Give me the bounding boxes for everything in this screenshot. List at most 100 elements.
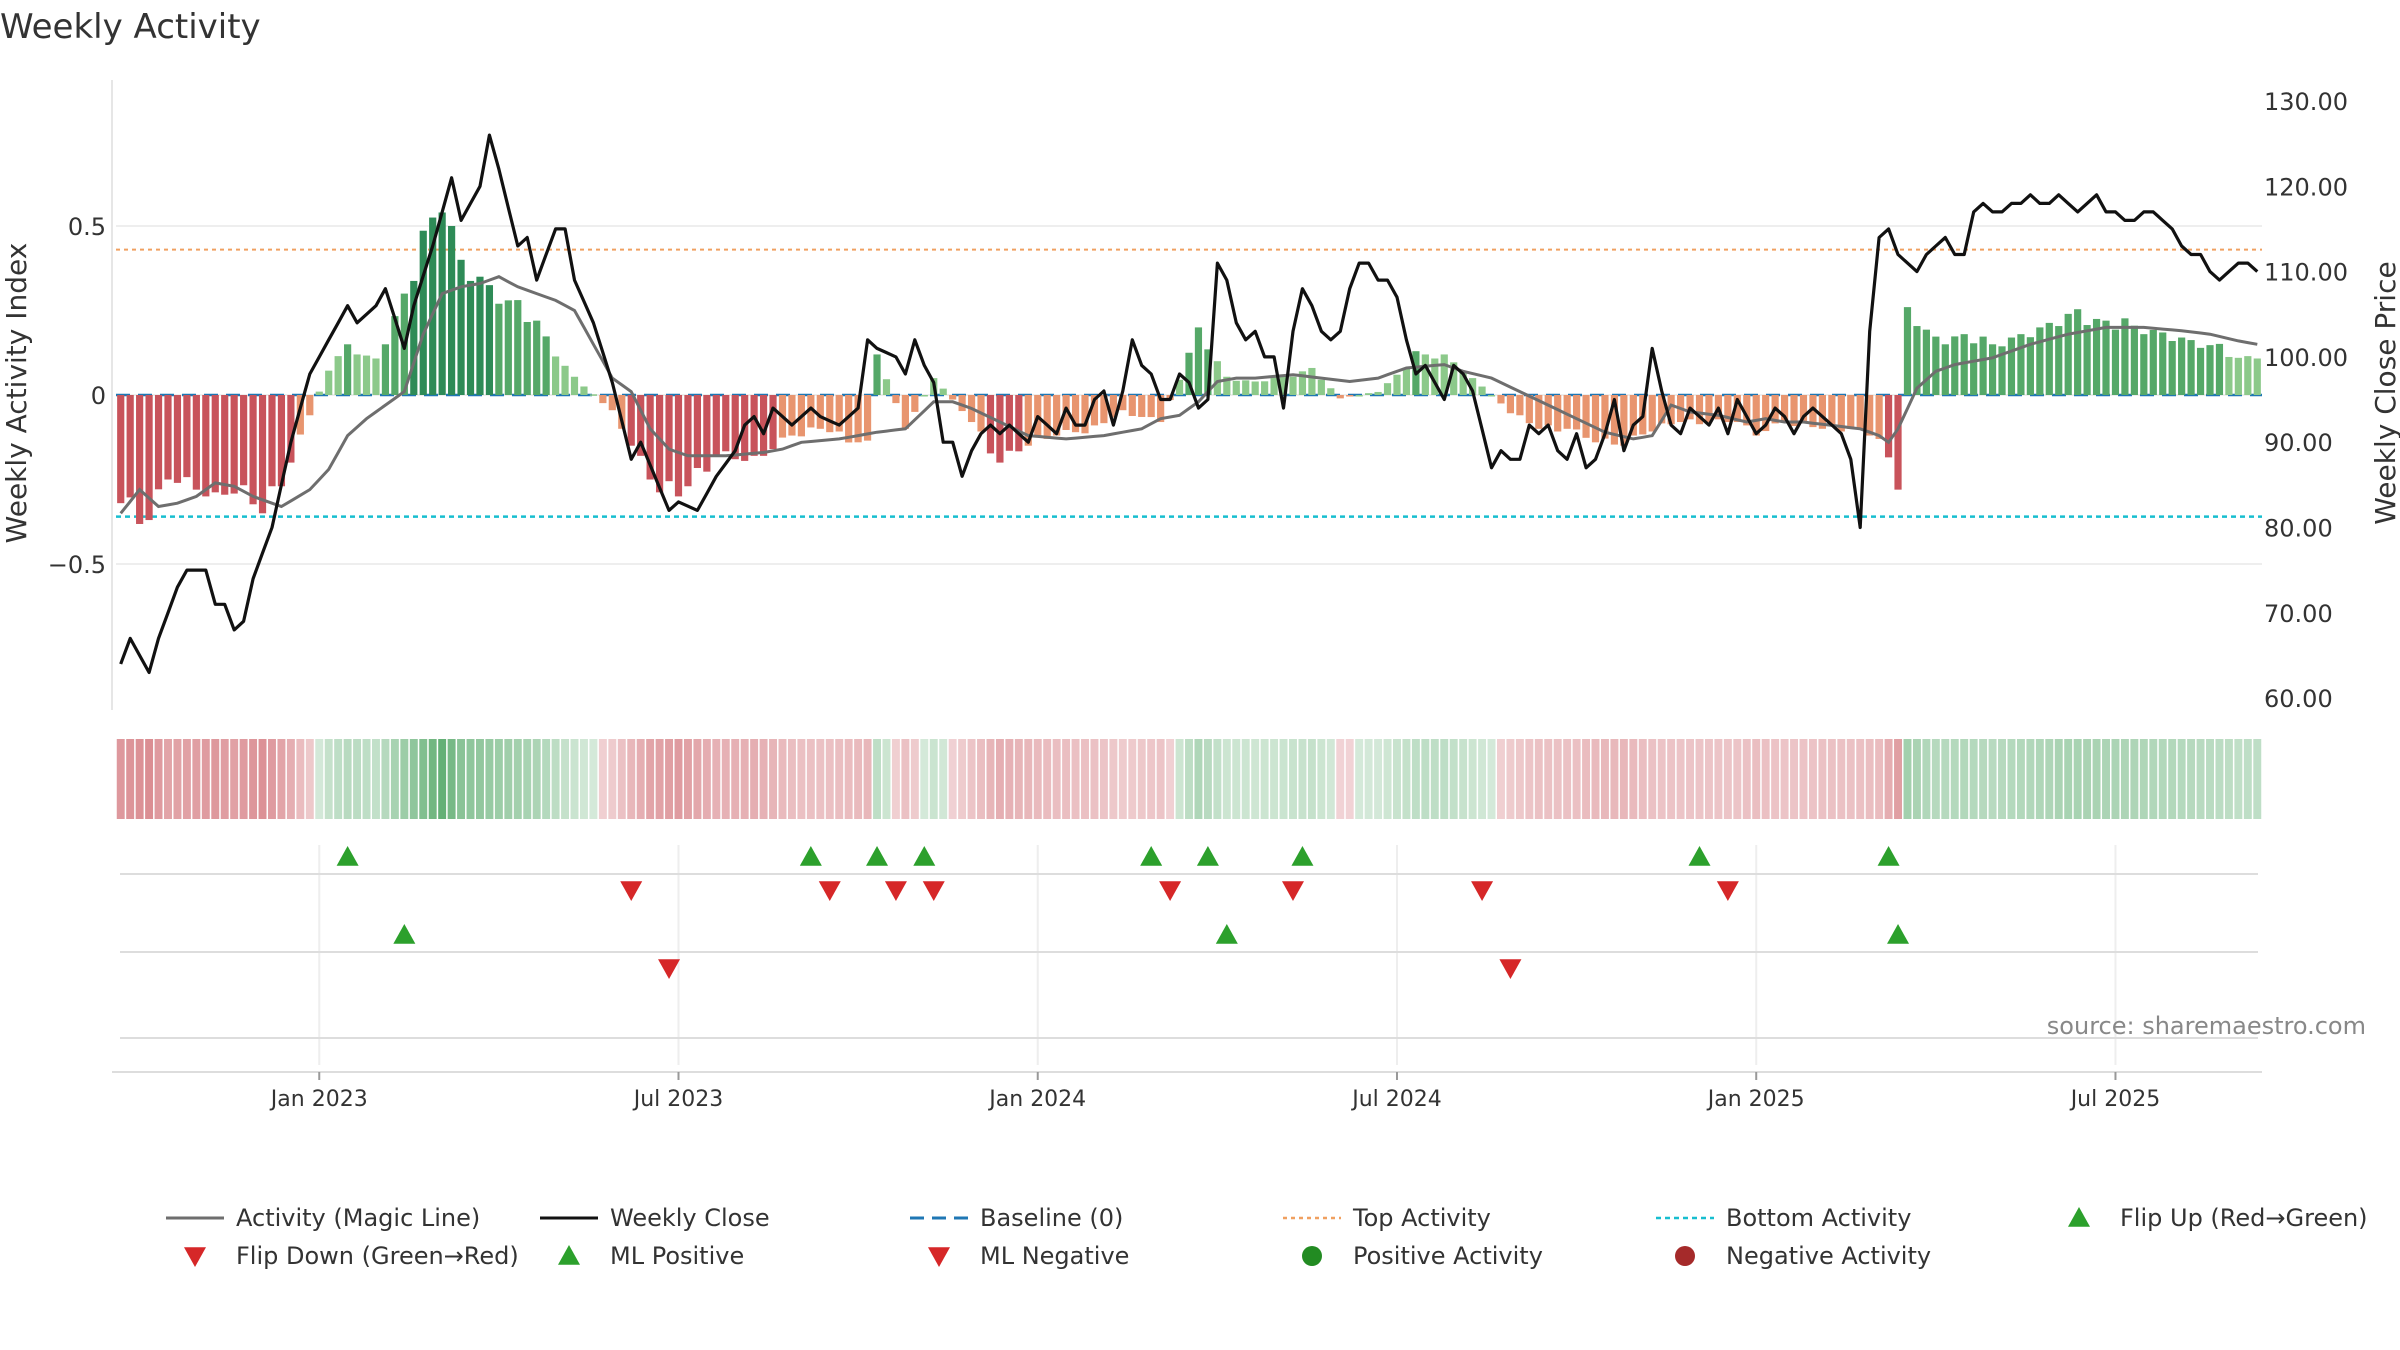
activity-bar xyxy=(1752,395,1760,436)
activity-bar xyxy=(410,280,418,395)
x-tick-label: Jan 2023 xyxy=(269,1087,368,1112)
strip-cell xyxy=(825,739,834,819)
axes: 0.5 0 −0.5 130.00 120.00 110.00 100.00 90.00 80.… xyxy=(48,80,2348,1073)
weekly-close-line xyxy=(119,133,2259,675)
strip-cell xyxy=(1336,739,1345,819)
strip-cell xyxy=(2177,739,2186,819)
strip-cell xyxy=(1856,739,1865,819)
strip-cell xyxy=(1506,739,1515,819)
strip-cell xyxy=(286,739,295,819)
strip-cell xyxy=(2196,739,2205,819)
activity-bar xyxy=(637,395,645,456)
activity-bar xyxy=(1393,374,1401,395)
activity-bar xyxy=(1298,371,1307,395)
activity-bar xyxy=(1365,393,1373,395)
strip-cell xyxy=(513,739,522,819)
activity-bar xyxy=(1157,395,1165,423)
strip-cell xyxy=(683,739,692,819)
strip-cell xyxy=(967,739,976,819)
strip-cell xyxy=(457,739,466,819)
strip-cell xyxy=(1742,739,1751,819)
strip-cell xyxy=(2234,739,2243,819)
strip-cell xyxy=(1950,739,1959,819)
activity-bar xyxy=(1402,367,1411,395)
strip-cell xyxy=(1402,739,1411,819)
activity-bar xyxy=(1762,395,1770,432)
strip-cell xyxy=(268,739,276,819)
strip-cell xyxy=(2253,739,2262,819)
y2-tick-label: 100.00 xyxy=(2264,344,2348,372)
activity-bar xyxy=(731,395,739,460)
activity-bar xyxy=(1743,395,1751,426)
activity-bar xyxy=(136,395,144,524)
activity-bar xyxy=(1090,395,1099,426)
strip-cell xyxy=(1156,739,1165,819)
strip-cell xyxy=(1525,739,1534,819)
activity-bar xyxy=(570,376,579,395)
activity-bar xyxy=(533,320,541,395)
strip-cell xyxy=(324,739,333,819)
ml-positive-marker xyxy=(1887,924,1910,944)
activity-bar xyxy=(854,395,862,443)
activity-bar xyxy=(1780,395,1789,423)
activity-bar xyxy=(2121,318,2129,395)
strip-cell xyxy=(1894,739,1903,819)
activity-bar xyxy=(1421,354,1429,395)
activity-bar xyxy=(1355,395,1363,397)
activity-bar xyxy=(1799,395,1808,423)
strip-cell xyxy=(1600,739,1609,819)
activity-bar xyxy=(202,395,210,497)
strip-cell xyxy=(1307,739,1316,819)
strip-cell xyxy=(220,739,229,819)
strip-cell xyxy=(1326,739,1335,819)
activity-bar xyxy=(580,386,588,395)
flip-up-marker xyxy=(1196,846,1219,866)
strip-cell xyxy=(1052,739,1061,819)
activity-bar xyxy=(1705,395,1713,423)
activity-bar xyxy=(2064,313,2072,395)
activity-bar xyxy=(1573,395,1581,430)
strip-cell xyxy=(1014,739,1023,819)
activity-bars xyxy=(117,212,2261,524)
strip-cell xyxy=(1771,739,1780,819)
legend-flipup-swatch xyxy=(2068,1207,2090,1227)
strip-cell xyxy=(1430,739,1439,819)
strip-cell xyxy=(1733,739,1742,819)
activity-bar xyxy=(258,395,267,514)
y2-axis-label: Weekly Close Price xyxy=(2369,261,2400,524)
strip-cell xyxy=(1667,739,1676,819)
strip-cell xyxy=(1081,739,1089,819)
y2-tick-label: 60.00 xyxy=(2264,685,2333,713)
activity-bar xyxy=(1903,307,1912,395)
strip-cell xyxy=(1213,739,1222,819)
activity-bar xyxy=(873,354,881,395)
activity-bar xyxy=(722,395,730,452)
strip-cell xyxy=(1563,739,1572,819)
activity-bar xyxy=(901,395,909,429)
activity-bar xyxy=(1629,395,1637,436)
strip-cell xyxy=(2102,739,2110,819)
strip-cell xyxy=(608,739,617,819)
activity-bar xyxy=(438,212,446,395)
strip-cell xyxy=(2073,739,2082,819)
activity-bar xyxy=(2187,340,2195,395)
activity-bar xyxy=(1100,395,1108,424)
flip-down-marker xyxy=(922,881,945,901)
flip-down-marker xyxy=(620,881,643,901)
flip-up-marker xyxy=(1688,846,1711,866)
strip-cell xyxy=(2064,739,2073,819)
activity-bar xyxy=(1828,395,1836,426)
x-axis-ticks: Jan 2023 Jul 2023 Jan 2024 Jul 2024 Jan 2025… xyxy=(269,1072,2160,1112)
strip-cell xyxy=(1534,739,1543,819)
activity-bar xyxy=(504,300,512,395)
strip-cell xyxy=(665,739,674,819)
strip-cell xyxy=(977,739,985,819)
strip-cell xyxy=(2120,739,2129,819)
activity-bar xyxy=(1525,395,1533,424)
strip-cell xyxy=(542,739,551,819)
activity-bar xyxy=(1327,388,1335,395)
strip-cell xyxy=(504,739,513,819)
strip-cell xyxy=(201,739,210,819)
strip-cell xyxy=(1761,739,1770,819)
